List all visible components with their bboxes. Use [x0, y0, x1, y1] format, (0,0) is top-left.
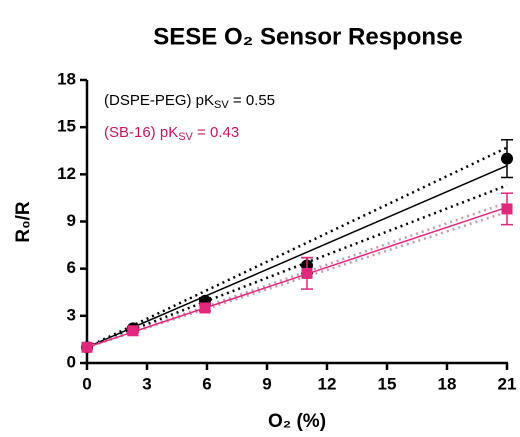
annotation-tail: = 0.55 — [229, 92, 275, 109]
marker — [81, 341, 93, 353]
y-tick-label: 12 — [57, 164, 76, 183]
y-tick-label: 0 — [67, 352, 76, 371]
y-tick-label: 9 — [67, 211, 76, 230]
marker — [501, 152, 513, 165]
annotation-subscript: SV — [214, 99, 229, 111]
marker — [127, 325, 139, 337]
annotation: (SB-16) pKSV = 0.43 — [104, 124, 239, 143]
x-tick-label: 21 — [498, 374, 517, 393]
marker — [199, 302, 211, 314]
fit-line — [86, 206, 508, 348]
y-tick-label: 18 — [57, 69, 76, 88]
y-tick-label: 3 — [67, 305, 76, 324]
marker — [301, 267, 313, 279]
y-tick-label: 6 — [67, 258, 76, 277]
x-tick-label: 12 — [318, 374, 337, 393]
confidence-band — [86, 146, 508, 349]
annotation-text: (DSPE-PEG) pK — [104, 92, 214, 109]
x-tick-label: 3 — [142, 374, 151, 393]
confidence-band — [86, 184, 508, 349]
annotation-subscript: SV — [178, 131, 193, 143]
x-tick-label: 6 — [202, 374, 211, 393]
y-axis-label: R₀/R — [13, 201, 34, 243]
x-tick-label: 0 — [82, 374, 91, 393]
annotation: (DSPE-PEG) pKSV = 0.55 — [104, 92, 275, 111]
y-tick-label: 15 — [57, 117, 76, 136]
marker — [501, 203, 513, 215]
x-axis-label: O₂ (%) — [268, 411, 326, 432]
chart-title: SESE O₂ Sensor Response — [153, 23, 462, 50]
fit-line — [86, 164, 508, 348]
annotation-text: (SB-16) pK — [104, 124, 178, 141]
x-tick-label: 18 — [438, 374, 457, 393]
x-tick-label: 15 — [378, 374, 397, 393]
confidence-band — [86, 201, 508, 349]
x-tick-label: 9 — [262, 374, 271, 393]
annotation-tail: = 0.43 — [193, 124, 239, 141]
